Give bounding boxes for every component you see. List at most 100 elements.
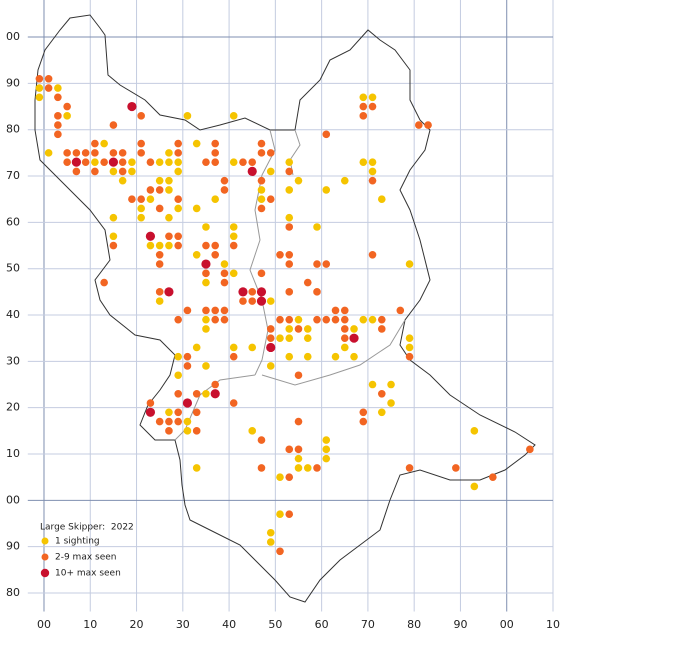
sighting-dot [285,167,294,176]
sighting-dot [100,158,108,166]
sighting-dot [146,241,155,250]
sighting-dot [368,93,377,102]
sighting-dot [137,195,145,204]
sighting-dot [340,334,349,342]
sighting-dot [100,278,108,287]
sighting-dot [192,139,201,148]
sighting-dot [174,139,182,148]
y-tick-label: 40 [6,308,20,321]
legend-swatch [41,537,49,545]
sighting-dot [359,93,368,102]
sighting-dot [183,427,192,435]
sighting-dot [377,195,386,204]
y-tick-label: 30 [6,354,20,367]
sighting-dot [229,343,238,352]
sighting-dot [415,121,423,129]
sighting-dot [146,195,155,204]
sighting-dot [266,528,275,537]
sighting-dot [276,473,284,481]
sighting-dot [470,427,479,435]
sighting-dot [211,139,220,148]
sighting-dot [322,445,331,454]
sighting-dot [359,408,368,417]
sighting-dot [470,482,479,491]
sighting-dot [155,241,164,250]
sighting-dot [211,380,220,389]
sighting-dot [303,464,312,472]
sighting-dot [220,176,229,185]
sighting-dot [257,139,266,148]
x-tick-label: 00 [500,618,514,631]
x-tick-label: 20 [130,618,144,631]
sighting-dot [322,436,331,444]
sighting-dot [192,427,201,435]
sighting-dot [294,445,303,454]
sighting-dot [128,167,136,176]
sighting-dot [257,149,266,157]
x-tick-label: 80 [407,618,421,631]
sighting-dot [109,241,118,250]
sighting-dot [452,464,460,472]
x-tick-label: 90 [453,618,467,631]
sighting-dot [192,204,201,213]
sighting-dot [210,389,220,399]
sighting-dot [118,149,127,157]
sighting-dot [266,297,275,305]
sighting-dot [257,186,266,194]
sighting-dot [248,288,257,296]
sighting-dot [368,315,377,324]
sighting-dot [155,158,164,166]
sighting-dot [182,398,193,408]
sighting-dot [174,195,182,204]
sighting-dot [63,112,71,120]
sighting-dot [405,352,414,361]
sighting-dot [285,223,294,231]
sighting-dot [128,195,136,204]
sighting-dot [368,380,377,389]
sighting-dot [146,399,155,407]
sighting-dot [396,306,405,315]
sighting-dot [174,315,182,324]
x-tick-label: 50 [268,618,282,631]
sighting-dot [183,362,192,370]
sighting-dot [359,315,368,324]
sighting-dot [54,93,62,102]
sighting-dot [303,352,312,361]
sighting-dot [118,167,127,176]
sighting-dot [359,112,368,120]
sighting-dot [165,176,173,185]
county-outline [34,14,536,603]
sighting-dot [72,149,81,157]
sighting-dot [54,112,62,120]
sighting-dot [377,315,386,324]
legend-title: Large Skipper: 2022 [40,523,134,533]
y-tick-label: 10 [6,447,20,460]
y-tick-label: 90 [6,76,20,89]
sighting-dot [165,213,173,222]
y-tick-label: 80 [6,123,20,136]
sighting-dot [248,158,257,166]
sighting-dot [174,149,182,157]
sighting-dot [266,167,275,176]
sighting-dot [257,195,266,204]
sighting-dot [340,325,349,333]
sighting-dot [256,287,267,297]
sighting-dot [192,389,201,398]
sighting-dot [229,352,238,361]
y-tick-label: 70 [6,169,20,182]
sighting-dot [145,407,156,417]
sighting-dot [248,297,257,305]
legend-swatch [41,553,49,561]
sighting-dot [266,342,276,353]
sighting-dot [220,278,229,287]
sighting-dot [322,260,331,268]
sighting-dot [192,408,201,417]
sighting-dot [489,473,497,481]
sighting-dot [331,352,340,361]
sighting-dot [155,250,164,259]
sighting-dot [202,241,210,250]
sighting-dot [71,157,81,167]
sighting-dot [377,408,386,417]
